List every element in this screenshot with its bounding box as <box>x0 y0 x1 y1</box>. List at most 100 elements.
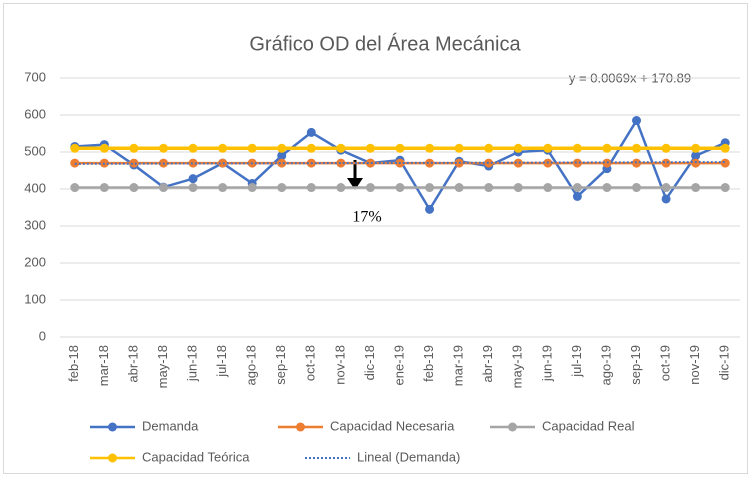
x-tick-label: mar-18 <box>96 345 111 386</box>
trend-line <box>74 161 726 165</box>
point-marker <box>395 183 405 193</box>
point-marker <box>425 183 435 193</box>
point-marker <box>365 158 375 168</box>
point-marker <box>691 143 701 153</box>
point-marker <box>543 143 553 153</box>
legend-label: Capacidad Teórica <box>142 449 250 464</box>
point-marker <box>720 143 730 153</box>
point-marker <box>513 183 523 193</box>
x-tick-label: mar-19 <box>451 345 466 386</box>
percent-annotation: 17% <box>352 209 381 226</box>
x-tick-label: ago-19 <box>598 345 613 385</box>
point-marker <box>247 183 257 193</box>
point-marker <box>158 183 168 193</box>
point-marker <box>129 183 139 193</box>
legend-label: Lineal (Demanda) <box>357 449 460 464</box>
point-marker <box>720 158 730 168</box>
y-tick-label: 600 <box>24 106 46 121</box>
point-marker <box>454 183 464 193</box>
x-tick-label: jun-19 <box>539 345 554 382</box>
x-tick-label: ene-19 <box>391 345 406 385</box>
point-marker <box>277 151 287 161</box>
y-tick-label: 100 <box>24 291 46 306</box>
y-tick-label: 0 <box>39 328 46 343</box>
point-marker <box>691 151 701 161</box>
legend-label: Capacidad Necesaria <box>330 418 455 433</box>
point-marker <box>425 204 435 214</box>
x-tick-label: sep-18 <box>273 345 288 385</box>
point-marker <box>99 143 109 153</box>
x-tick-label: abr-18 <box>125 345 140 383</box>
point-marker <box>99 183 109 193</box>
point-marker <box>277 158 287 168</box>
point-marker <box>572 158 582 168</box>
x-tick-label: dic-18 <box>362 345 377 380</box>
legend-marker <box>508 422 517 432</box>
x-tick-label: may-19 <box>510 345 525 388</box>
point-marker <box>306 183 316 193</box>
point-marker <box>454 143 464 153</box>
point-marker <box>602 143 612 153</box>
x-tick-label: jul-19 <box>569 345 584 378</box>
point-marker <box>632 183 642 193</box>
point-marker <box>484 143 494 153</box>
point-marker <box>632 143 642 153</box>
y-tick-label: 700 <box>24 69 46 84</box>
point-marker <box>158 143 168 153</box>
point-marker <box>661 158 671 168</box>
point-marker <box>572 143 582 153</box>
x-tick-label: feb-18 <box>66 345 81 382</box>
x-tick-label: jul-18 <box>214 345 229 378</box>
x-tick-label: nov-19 <box>687 345 702 385</box>
legend-label: Capacidad Real <box>542 418 635 433</box>
point-marker <box>395 143 405 153</box>
x-tick-label: oct-19 <box>658 345 673 381</box>
point-marker <box>425 158 435 168</box>
point-marker <box>188 174 198 184</box>
point-marker <box>484 183 494 193</box>
legend-marker <box>108 422 117 432</box>
x-tick-label: abr-19 <box>480 345 495 383</box>
point-marker <box>188 183 198 193</box>
point-marker <box>70 183 80 193</box>
point-marker <box>572 183 582 193</box>
chart-title: Gráfico OD del Área Mecánica <box>249 32 521 55</box>
x-tick-label: may-18 <box>155 345 170 388</box>
point-marker <box>572 191 582 201</box>
point-marker <box>336 158 346 168</box>
legend-marker <box>108 453 117 463</box>
point-marker <box>277 143 287 153</box>
point-marker <box>336 183 346 193</box>
point-marker <box>218 183 228 193</box>
legend-label: Demanda <box>142 418 199 433</box>
point-marker <box>129 143 139 153</box>
point-marker <box>218 158 228 168</box>
point-marker <box>277 183 287 193</box>
point-marker <box>365 143 375 153</box>
point-marker <box>513 143 523 153</box>
y-tick-label: 300 <box>24 217 46 232</box>
point-marker <box>661 143 671 153</box>
point-marker <box>602 183 612 193</box>
point-marker <box>70 143 80 153</box>
y-tick-label: 200 <box>24 254 46 269</box>
x-tick-label: dic-19 <box>717 345 732 380</box>
point-marker <box>661 183 671 193</box>
point-marker <box>425 143 435 153</box>
y-tick-label: 500 <box>24 143 46 158</box>
x-tick-label: ago-18 <box>244 345 259 385</box>
point-marker <box>691 183 701 193</box>
x-tick-label: sep-19 <box>628 345 643 385</box>
point-marker <box>720 183 730 193</box>
chart-frame <box>3 3 748 474</box>
point-marker <box>336 143 346 153</box>
point-marker <box>247 143 257 153</box>
point-marker <box>129 158 139 168</box>
legend-marker <box>296 422 305 432</box>
point-marker <box>218 143 228 153</box>
x-tick-label: jun-18 <box>184 345 199 382</box>
x-tick-label: feb-19 <box>421 345 436 382</box>
point-marker <box>188 143 198 153</box>
point-marker <box>188 158 198 168</box>
